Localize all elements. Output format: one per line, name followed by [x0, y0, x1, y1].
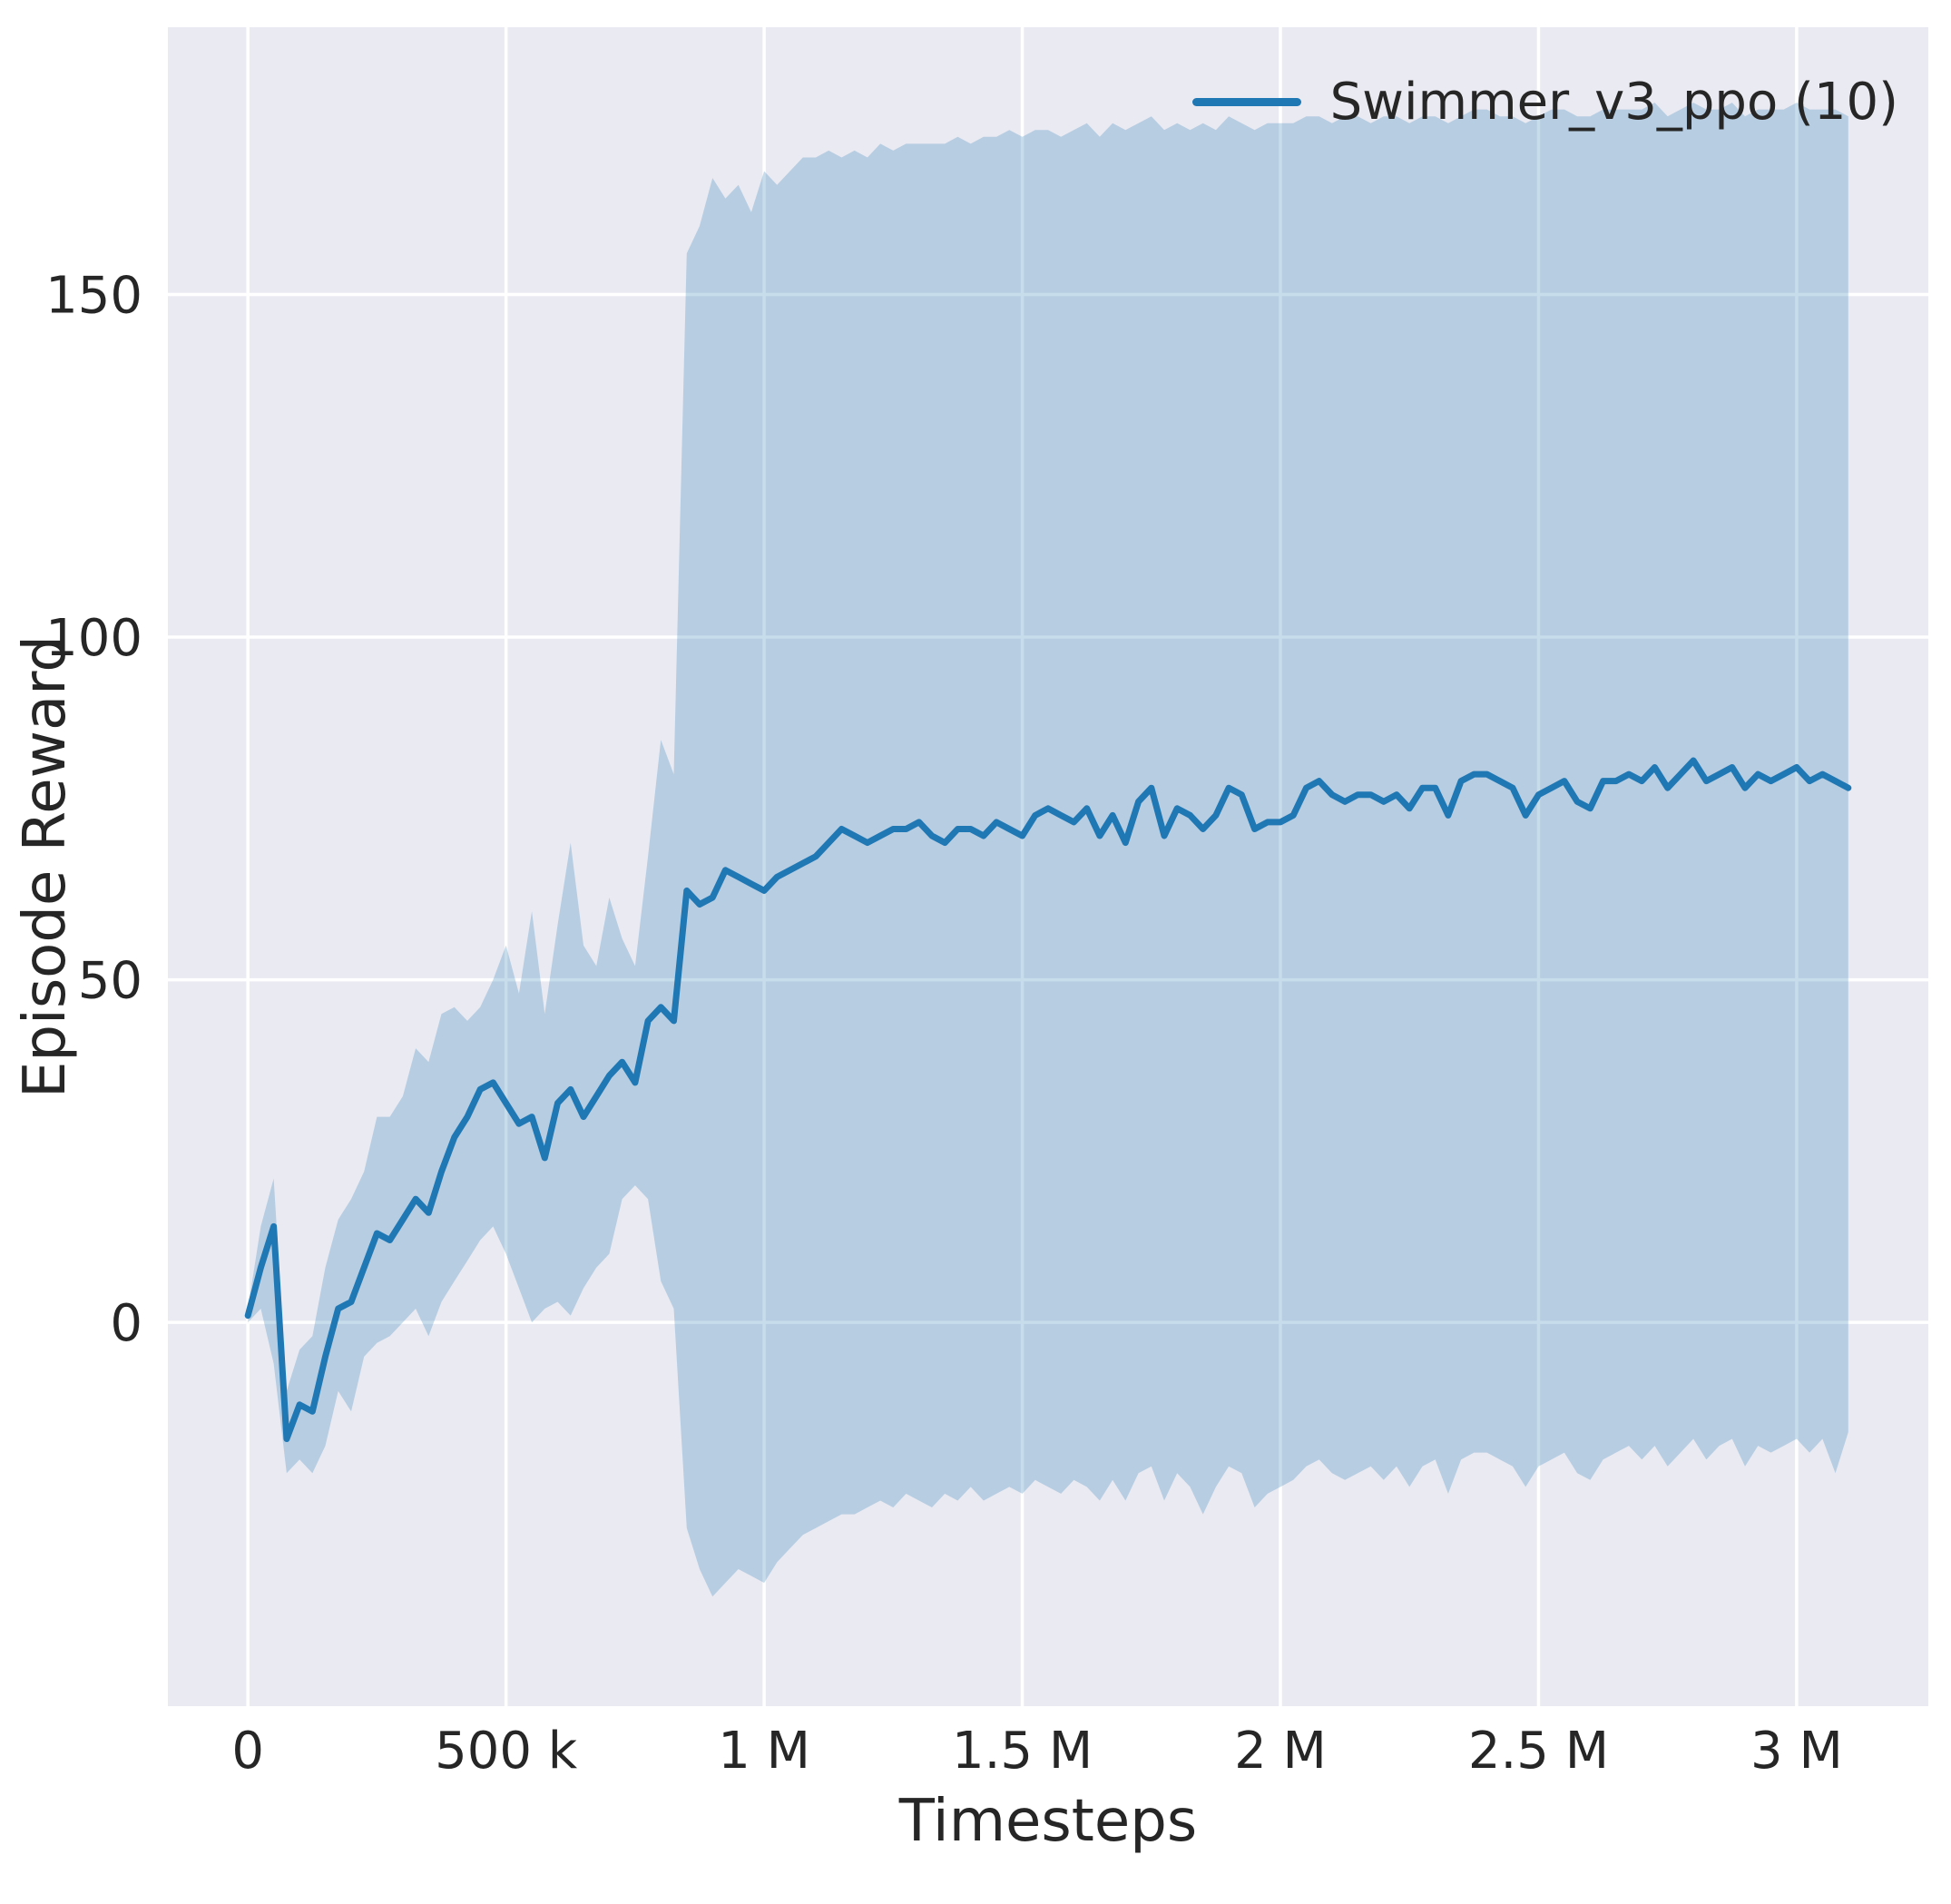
legend-label: Swimmer_v3_ppo (10) — [1329, 73, 1898, 132]
x-tick-label: 0 — [231, 1722, 264, 1781]
x-tick-label: 1.5 M — [952, 1722, 1093, 1781]
x-tick-label: 500 k — [435, 1722, 578, 1781]
confidence-band — [248, 103, 1848, 1597]
y-tick-label: 0 — [110, 1294, 142, 1353]
y-tick-label: 100 — [45, 609, 142, 668]
legend-line-sample — [1191, 98, 1301, 106]
mean-line — [244, 757, 1852, 1442]
y-tick-label: 50 — [78, 952, 142, 1011]
y-tick-label: 150 — [45, 266, 142, 325]
plot-area — [168, 27, 1928, 1706]
legend: Swimmer_v3_ppo (10) — [1191, 73, 1898, 132]
x-axis-label: Timesteps — [898, 1788, 1198, 1855]
y-axis-label: Episode Reward — [12, 634, 79, 1099]
x-tick-label: 3 M — [1750, 1722, 1843, 1781]
x-tick-label: 2 M — [1234, 1722, 1327, 1781]
x-tick-label: 2.5 M — [1468, 1722, 1609, 1781]
x-tick-label: 1 M — [718, 1722, 810, 1781]
